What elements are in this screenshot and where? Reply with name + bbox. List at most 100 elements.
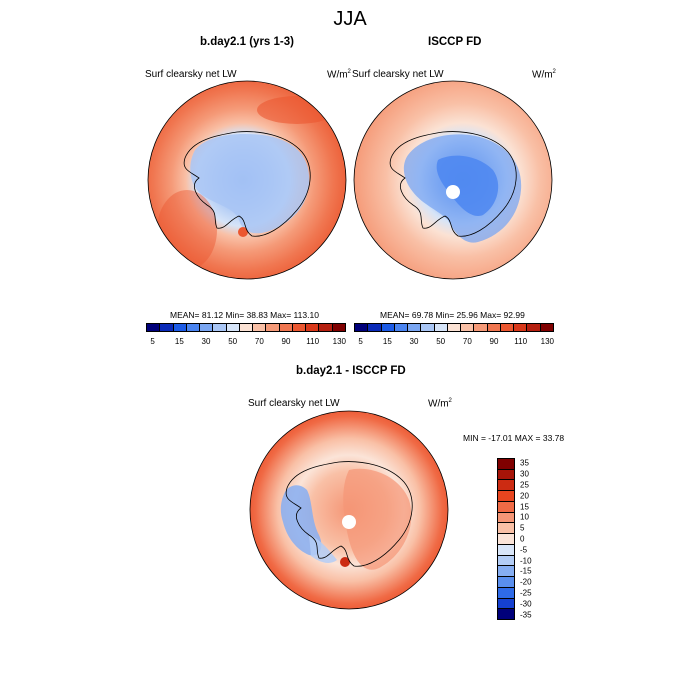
panel3-colorbar-swatch xyxy=(498,544,514,556)
panel3-colorbar-swatch xyxy=(498,609,514,620)
panel3-colorbar-tick-label: 25 xyxy=(520,480,529,490)
panel3-colorbar-tick-label: -35 xyxy=(520,610,532,620)
panel3-pole-hole xyxy=(342,515,356,529)
ticks1-label: 70 xyxy=(254,337,264,346)
panel2-stats: MEAN= 69.78 Min= 25.96 Max= 92.99 xyxy=(380,310,525,320)
panel1-ocean-band-2 xyxy=(157,190,217,270)
bar2-swatch xyxy=(368,324,382,331)
bar1-swatch xyxy=(253,324,267,331)
bar2-swatch xyxy=(355,324,369,331)
panel3-polar-map xyxy=(249,410,449,610)
main-title: JJA xyxy=(333,8,367,30)
bar2-swatch xyxy=(474,324,488,331)
bar1-swatch xyxy=(186,324,201,331)
panel3-stats: MIN = -17.01 MAX = 33.78 xyxy=(463,433,565,443)
panel1-variable-label: Surf clearsky net LW xyxy=(145,69,237,80)
ticks1-label: 15 xyxy=(174,337,184,346)
panel3-colorbar-tick-label: -5 xyxy=(520,545,528,555)
bar2-swatch xyxy=(421,324,435,331)
ticks2-label: 70 xyxy=(462,337,472,346)
ticks1-label: 110 xyxy=(306,337,320,346)
panel3-colorbar-swatch xyxy=(498,577,514,588)
panel3-units-label: W/m2 xyxy=(428,398,452,410)
bar1-swatch xyxy=(147,324,161,331)
panel3-colorbar-tick-label: 0 xyxy=(520,534,525,544)
bar2-swatch xyxy=(408,324,422,331)
panel3-colorbar-tick-label: 10 xyxy=(520,512,529,522)
panel2-coastline xyxy=(389,131,517,237)
panel2-interior-field xyxy=(436,155,499,216)
panel3-colorbar-swatch xyxy=(498,555,514,567)
panel3-colorbar xyxy=(497,458,515,620)
bar2-swatch xyxy=(381,324,395,331)
panel3-colorbar-swatch xyxy=(498,491,514,502)
ticks1-label: 5 xyxy=(150,337,155,346)
panel1-colorbar xyxy=(146,323,346,332)
ticks1-label: 90 xyxy=(281,337,291,346)
ticks2-label: 30 xyxy=(409,337,419,346)
panel3-title: b.day2.1 - ISCCP FD xyxy=(296,365,406,377)
panel3-hotspot xyxy=(340,557,350,567)
ticks1-label: 30 xyxy=(201,337,211,346)
panel3-coastline xyxy=(285,461,413,567)
panel3-colorbar-swatch xyxy=(498,534,514,545)
bar1-swatch xyxy=(239,324,254,331)
bar1-swatch xyxy=(306,324,320,331)
panel1-hotspot xyxy=(238,227,248,237)
bar1-swatch xyxy=(292,324,307,331)
panel3-colorbar-tick-label: 15 xyxy=(520,502,529,512)
panel3-positive-region xyxy=(343,468,412,570)
bar1-swatch xyxy=(266,324,280,331)
panel3-colorbar-tick-label: -25 xyxy=(520,588,532,598)
bar2-swatch xyxy=(461,324,475,331)
ticks2-label: 50 xyxy=(436,337,446,346)
panel3-colorbar-swatch xyxy=(498,459,514,470)
panel2-variable-label: Surf clearsky net LW xyxy=(352,69,444,80)
panel3-colorbar-tick-label: 5 xyxy=(520,523,525,533)
panel3-colorbar-swatch xyxy=(498,469,514,481)
panel3-colorbar-tick-label: 35 xyxy=(520,458,529,468)
bar2-swatch xyxy=(434,324,448,331)
panel3-colorbar-swatch xyxy=(498,566,514,578)
panel3-colorbar-tick-label: -10 xyxy=(520,556,532,566)
panel3-colorbar-tick-label: -15 xyxy=(520,566,532,576)
panel2-pole-hole xyxy=(446,185,460,199)
bar1-swatch xyxy=(226,324,240,331)
panel2-map-border xyxy=(353,80,553,280)
panel2-units-label: W/m2 xyxy=(532,69,556,81)
panel2-title: ISCCP FD xyxy=(428,36,482,48)
panel3-colorbar-tick-label: 20 xyxy=(520,491,529,501)
panel3-colorbar-swatch xyxy=(498,598,514,610)
panel2-polar-map xyxy=(353,80,553,280)
panel1-units-label: W/m2 xyxy=(327,69,351,81)
panel3-colorbar-swatch xyxy=(498,587,514,599)
panel1-ocean-band xyxy=(257,96,337,124)
bar1-swatch xyxy=(332,324,345,331)
bar2-swatch xyxy=(514,324,528,331)
bar2-swatch xyxy=(447,324,462,331)
bar1-swatch xyxy=(279,324,293,331)
panel3-map-border xyxy=(249,410,449,610)
panel1-stats: MEAN= 81.12 Min= 38.83 Max= 113.10 xyxy=(170,310,319,320)
ticks2-label: 110 xyxy=(514,337,528,346)
ticks2-label: 130 xyxy=(540,337,555,346)
ticks2-label: 90 xyxy=(489,337,499,346)
ticks2-label: 15 xyxy=(382,337,392,346)
bar1-swatch xyxy=(173,324,187,331)
panel3-colorbar-tick-label: -20 xyxy=(520,577,532,587)
bar1-swatch xyxy=(213,324,227,331)
panel3-colorbar-swatch xyxy=(498,480,514,492)
bar2-swatch xyxy=(394,324,409,331)
ticks2-label: 5 xyxy=(358,337,363,346)
bar1-swatch xyxy=(319,324,333,331)
bar2-swatch xyxy=(500,324,515,331)
panel1-continent-field xyxy=(190,133,310,234)
bar2-swatch xyxy=(540,324,553,331)
panel3-colorbar-tick-label: -30 xyxy=(520,599,532,609)
panel1-map-border xyxy=(147,80,347,280)
bar1-swatch xyxy=(200,324,214,331)
panel1-title: b.day2.1 (yrs 1-3) xyxy=(200,36,294,48)
ticks1-label: 130 xyxy=(332,337,347,346)
ticks1-label: 50 xyxy=(228,337,238,346)
bar2-swatch xyxy=(487,324,501,331)
